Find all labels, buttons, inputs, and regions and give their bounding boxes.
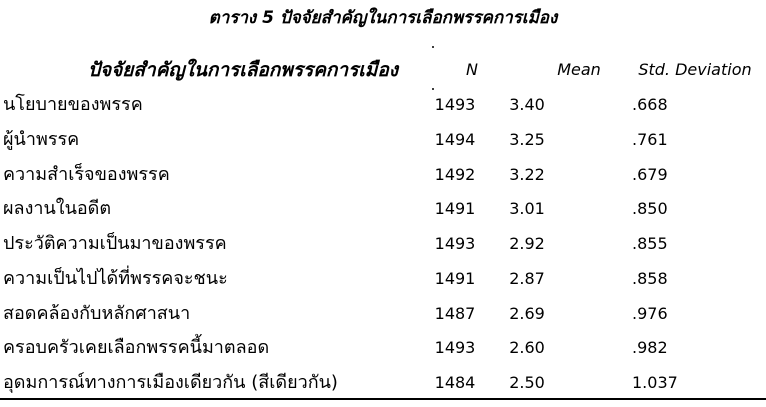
cell-n: 1487: [434, 303, 476, 323]
cell-std: .982: [632, 338, 668, 358]
cell-std: 1.037: [632, 373, 678, 392]
cell-n: 1493: [434, 338, 476, 358]
table-body: นโยบายของพรรค 1493 3.40 .668 ผู้นำพรรค 1…: [0, 88, 766, 401]
cell-n: 1493: [434, 234, 476, 253]
artifact-dot-top: [432, 46, 434, 48]
table-bottom-rule: [0, 398, 766, 400]
cell-n: 1491: [434, 199, 476, 219]
cell-std: .761: [632, 129, 668, 149]
table-title: ตาราง 5 ปัจจัยสำคัญในการเลือกพรรคการเมือ…: [208, 8, 558, 28]
cell-std: .668: [632, 95, 668, 114]
column-header-std: Std. Deviation: [638, 60, 752, 79]
table-row: ประวัติความเป็นมาของพรรค 1493 2.92 .855: [0, 227, 766, 262]
cell-std: .976: [632, 303, 668, 323]
table-row: ผลงานในอดีต 1491 3.01 .850: [0, 192, 766, 227]
table-header-row: ปัจจัยสำคัญในการเลือกพรรคการเมือง N Mean…: [0, 52, 766, 88]
table-row: ความสำเร็จของพรรค 1492 3.22 .679: [0, 158, 766, 193]
table-row: ความเป็นไปได้ที่พรรคจะชนะ 1491 2.87 .858: [0, 262, 766, 297]
cell-std: .679: [632, 164, 668, 184]
table-row: ครอบครัวเคยเลือกพรรคนี้มาตลอด 1493 2.60 …: [0, 331, 766, 366]
cell-factor: ผู้นำพรรค: [3, 128, 80, 150]
cell-factor: ผลงานในอดีต: [3, 198, 112, 220]
table-row: สอดคล้องกับหลักศาสนา 1487 2.69 .976: [0, 297, 766, 332]
cell-std: .850: [632, 199, 668, 219]
cell-factor: ครอบครัวเคยเลือกพรรคนี้มาตลอด: [3, 337, 270, 359]
column-header-mean: Mean: [557, 60, 601, 79]
cell-n: 1493: [434, 95, 476, 114]
cell-factor: นโยบายของพรรค: [3, 94, 143, 115]
table-row: นโยบายของพรรค 1493 3.40 .668: [0, 88, 766, 123]
column-header-n: N: [466, 60, 478, 79]
cell-mean: 3.40: [509, 95, 545, 114]
cell-n: 1492: [434, 164, 476, 184]
cell-factor: ความสำเร็จของพรรค: [3, 163, 170, 185]
cell-mean: 2.92: [509, 234, 545, 253]
column-header-factor: ปัจจัยสำคัญในการเลือกพรรคการเมือง: [87, 59, 399, 81]
cell-mean: 3.22: [509, 164, 545, 184]
table-row: ผู้นำพรรค 1494 3.25 .761: [0, 123, 766, 158]
cell-factor: ประวัติความเป็นมาของพรรค: [3, 233, 227, 254]
cell-factor: สอดคล้องกับหลักศาสนา: [3, 302, 191, 324]
cell-n: 1484: [434, 373, 476, 392]
cell-factor: อุดมการณ์ทางการเมืองเดียวกัน (สีเดียวกัน…: [3, 372, 338, 393]
cell-n: 1494: [434, 129, 476, 149]
cell-mean: 3.01: [509, 199, 545, 219]
cell-mean: 2.69: [509, 303, 545, 323]
cell-mean: 2.60: [509, 338, 545, 358]
cell-mean: 2.87: [509, 268, 545, 288]
cell-std: .855: [632, 234, 668, 253]
cell-factor: ความเป็นไปได้ที่พรรคจะชนะ: [3, 267, 228, 289]
cell-std: .858: [632, 268, 668, 288]
cell-mean: 3.25: [509, 129, 545, 149]
cell-n: 1491: [434, 268, 476, 288]
table-row: อุดมการณ์ทางการเมืองเดียวกัน (สีเดียวกัน…: [0, 366, 766, 401]
cell-mean: 2.50: [509, 373, 545, 392]
artifact-dot-bottom: [432, 88, 434, 90]
